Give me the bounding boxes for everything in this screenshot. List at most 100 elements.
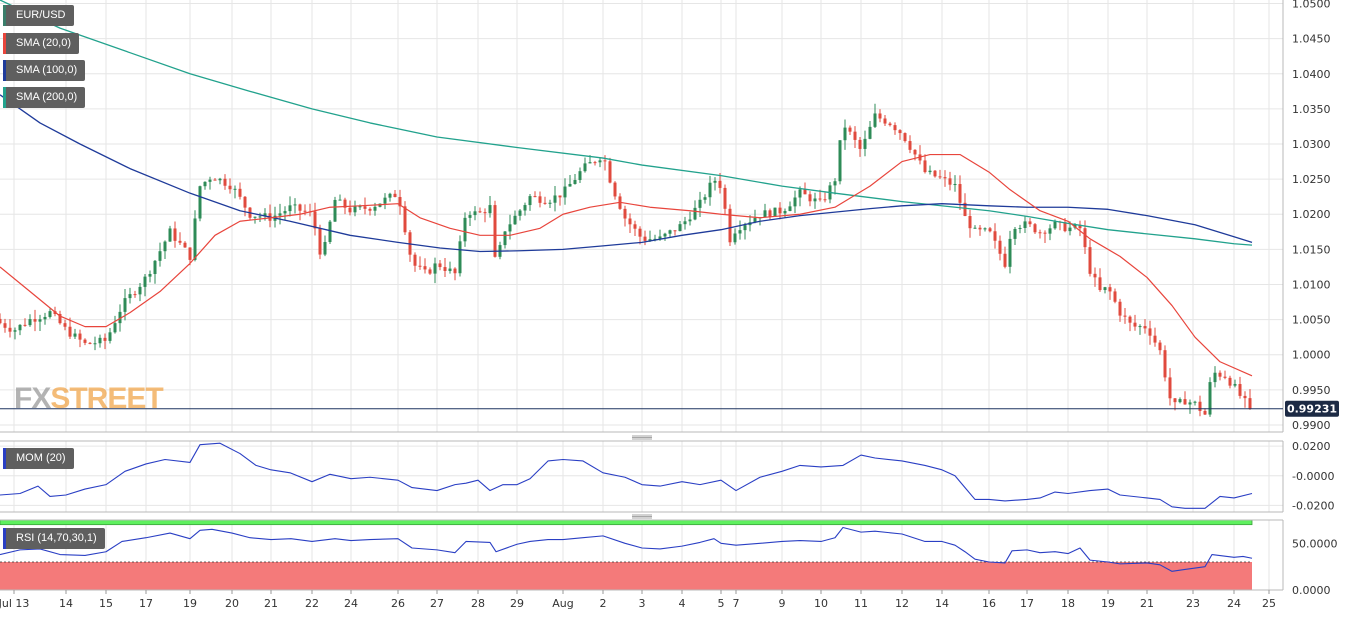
legend-momentum[interactable]: MOM (20) — [3, 448, 74, 469]
legend-eurusd[interactable]: EUR/USD — [3, 5, 74, 26]
candle-body — [1168, 377, 1172, 399]
candle-body — [38, 319, 42, 322]
time-tick-label: Jul 13 — [0, 597, 29, 610]
candle-body — [123, 298, 127, 312]
candle-body — [613, 182, 617, 197]
candle-body — [1053, 221, 1057, 229]
candle-body — [13, 330, 17, 332]
candle-body — [923, 160, 927, 173]
candle-body — [243, 196, 247, 208]
price-tick-label: 1.0200 — [1292, 208, 1331, 221]
candle-body — [1083, 228, 1087, 248]
candle-body — [733, 233, 737, 243]
rsi-bands — [0, 519, 1253, 590]
axes: 0.99231 — [0, 0, 1339, 591]
candle-body — [678, 224, 682, 232]
time-tick-label: 14 — [59, 597, 73, 610]
legend-label-eurusd: EUR/USD — [16, 9, 66, 21]
legend-sma20[interactable]: SMA (20,0) — [3, 33, 80, 54]
candle-body — [313, 211, 317, 229]
candle-body — [318, 228, 322, 255]
time-tick-label: 21 — [264, 597, 278, 610]
price-tick-label: 1.0500 — [1292, 0, 1331, 11]
price-tick-label: 1.0000 — [1292, 349, 1331, 362]
legend-sma200[interactable]: SMA (200,0) — [3, 87, 86, 108]
candle-body — [323, 241, 327, 255]
candle-body — [903, 133, 907, 142]
price-tick-label: 1.0100 — [1292, 278, 1331, 291]
candle-body — [283, 211, 287, 214]
candle-body — [108, 332, 112, 341]
candle-body — [998, 240, 1002, 254]
candle-body — [668, 230, 672, 234]
candle-body — [1018, 227, 1022, 229]
candle-body — [863, 138, 867, 149]
candle-body — [1218, 372, 1222, 377]
candle-body — [683, 221, 687, 225]
candle-body — [208, 179, 212, 182]
legend-sma100[interactable]: SMA (100,0) — [3, 60, 86, 81]
price-tick-label: 0.9950 — [1292, 384, 1331, 397]
candle-body — [783, 211, 787, 214]
legend-swatch-momentum — [3, 448, 6, 469]
candle-body — [558, 195, 562, 198]
candle-body — [263, 213, 267, 217]
candle-body — [703, 197, 707, 200]
candle-body — [193, 218, 197, 260]
candle-body — [333, 199, 337, 222]
candle-body — [353, 206, 357, 213]
sma-lines — [0, 0, 1253, 377]
candle-body — [698, 199, 702, 208]
candle-body — [358, 206, 362, 208]
candle-body — [148, 274, 152, 277]
legend-swatch-sma200 — [3, 87, 6, 108]
candle-body — [833, 181, 837, 186]
time-tick-label: 2 — [600, 597, 607, 610]
candle-body — [1153, 335, 1157, 343]
candle-body — [788, 206, 792, 212]
candle-body — [503, 231, 507, 246]
time-tick-label: 15 — [99, 597, 113, 610]
candle-body — [1068, 227, 1072, 232]
candle-body — [153, 260, 157, 275]
candle-body — [528, 196, 532, 206]
candle-body — [173, 228, 177, 241]
candle-body — [608, 161, 612, 183]
candle-body — [118, 311, 122, 324]
candle-body — [953, 184, 957, 186]
candle-body — [18, 324, 22, 331]
sma-100-line — [0, 94, 1253, 253]
candle-body — [583, 163, 587, 172]
candle-body — [418, 265, 422, 267]
candle-body — [588, 162, 592, 164]
candle-body — [1203, 410, 1207, 415]
candle-body — [413, 254, 417, 266]
candle-body — [488, 205, 492, 214]
candle-body — [68, 326, 72, 337]
candle-body — [938, 176, 942, 178]
time-tick-label: 29 — [510, 597, 524, 610]
candle-body — [28, 319, 32, 326]
momentum-tick-label: 0.0200 — [1292, 440, 1331, 453]
candle-body — [753, 218, 757, 223]
legend-rsi[interactable]: RSI (14,70,30,1) — [3, 528, 105, 549]
rsi-line — [0, 526, 1253, 572]
candle-body — [1003, 253, 1007, 267]
momentum-grid — [0, 441, 1283, 512]
current-price-label: 0.99231 — [1287, 403, 1337, 416]
candle-body — [1128, 316, 1132, 323]
candle-body — [708, 182, 712, 198]
candle-body — [1148, 328, 1152, 336]
candle-body — [768, 210, 772, 217]
candle-body — [793, 197, 797, 207]
time-tick-label: 16 — [982, 597, 996, 610]
time-tick-label: 24 — [344, 597, 358, 610]
time-tick-label: 3 — [639, 597, 646, 610]
candle-body — [443, 267, 447, 271]
price-tick-label: 1.0300 — [1292, 138, 1331, 151]
candle-body — [93, 343, 97, 345]
candle-body — [973, 227, 977, 229]
candle-body — [713, 180, 717, 183]
